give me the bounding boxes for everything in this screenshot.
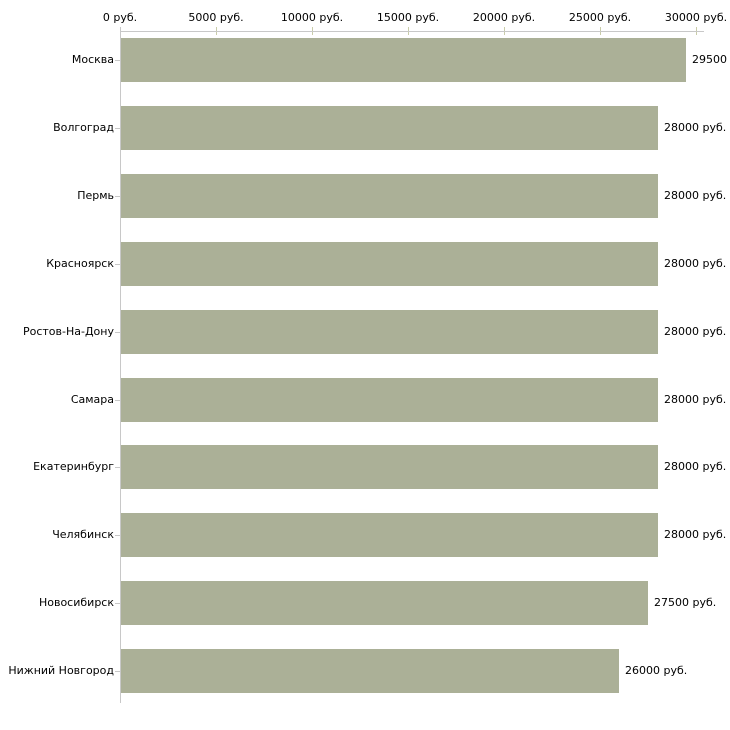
x-tick-label: 25000 руб. xyxy=(568,11,632,24)
category-label: Пермь xyxy=(77,189,114,202)
bar xyxy=(121,513,658,557)
x-axis-line xyxy=(120,31,704,32)
bar xyxy=(121,106,658,150)
value-label: 28000 руб. xyxy=(664,257,727,270)
category-label: Волгоград xyxy=(53,121,114,134)
category-label: Новосибирск xyxy=(38,596,114,609)
y-tick-mark xyxy=(115,196,121,197)
value-label: 28000 руб. xyxy=(664,393,727,406)
category-label: Красноярск xyxy=(46,257,114,270)
y-tick-mark xyxy=(115,671,121,672)
y-tick-mark xyxy=(115,467,121,468)
bar xyxy=(121,38,686,82)
bar xyxy=(121,310,658,354)
bar xyxy=(121,445,658,489)
category-label: Ростов-На-Дону xyxy=(22,325,114,338)
x-tick-label: 5000 руб. xyxy=(188,11,244,24)
category-label: Москва xyxy=(71,53,114,66)
value-label: 27500 руб. xyxy=(654,596,717,609)
bar xyxy=(121,378,658,422)
x-tick-label: 20000 руб. xyxy=(472,11,536,24)
bar xyxy=(121,242,658,286)
y-tick-mark xyxy=(115,264,121,265)
y-tick-mark xyxy=(115,603,121,604)
category-label: Екатеринбург xyxy=(33,460,114,473)
y-axis-line xyxy=(120,27,121,703)
x-tick-label: 10000 руб. xyxy=(280,11,344,24)
bar xyxy=(121,649,619,693)
x-tick-label: 15000 руб. xyxy=(376,11,440,24)
y-tick-mark xyxy=(115,400,121,401)
y-tick-mark xyxy=(115,128,121,129)
x-tick-label: 0 руб. xyxy=(102,11,138,24)
bar xyxy=(121,174,658,218)
value-label: 28000 руб. xyxy=(664,460,727,473)
y-tick-mark xyxy=(115,535,121,536)
value-label: 26000 руб. xyxy=(625,664,688,677)
value-label: 28000 руб. xyxy=(664,528,727,541)
y-tick-mark xyxy=(115,60,121,61)
value-label: 28000 руб. xyxy=(664,325,727,338)
value-label: 29500 руб. xyxy=(692,53,730,66)
x-tick-label: 30000 руб. xyxy=(664,11,728,24)
value-label: 28000 руб. xyxy=(664,189,727,202)
category-label: Самара xyxy=(70,393,114,406)
bar xyxy=(121,581,648,625)
y-tick-mark xyxy=(115,332,121,333)
value-label: 28000 руб. xyxy=(664,121,727,134)
category-label: Нижний Новгород xyxy=(8,664,114,677)
category-label: Челябинск xyxy=(52,528,114,541)
